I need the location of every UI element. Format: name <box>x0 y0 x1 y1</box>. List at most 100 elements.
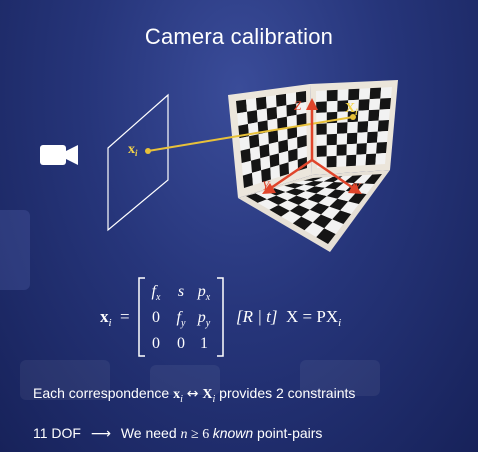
matrix-cell: py <box>197 309 211 329</box>
image-point-marker <box>145 148 151 154</box>
checker-square <box>346 132 358 145</box>
checker-square <box>303 177 323 182</box>
checker-square <box>297 146 307 160</box>
checker-square <box>287 126 298 140</box>
checker-square <box>296 124 307 138</box>
checker-square <box>316 134 327 146</box>
calibration-diagram: Z Y X xi Xi <box>40 80 398 252</box>
checker-square <box>285 188 306 196</box>
checker-square <box>318 196 338 207</box>
checker-square <box>326 189 346 199</box>
checker-square <box>348 88 360 101</box>
projection-line <box>147 116 354 152</box>
checker-square <box>326 100 338 113</box>
known-text: known <box>212 425 254 441</box>
checker-square <box>250 146 261 161</box>
checker-square <box>356 143 367 155</box>
checker-square <box>259 143 270 159</box>
checker-square <box>296 113 307 127</box>
checker-square <box>316 123 327 135</box>
checker-square <box>316 187 336 197</box>
correspondence-arrow: ↔ <box>186 386 199 402</box>
checker-square <box>312 214 333 229</box>
image-plane-icon <box>107 93 169 232</box>
checker-square <box>365 153 377 166</box>
checker-square <box>304 181 324 187</box>
axis-arrowhead <box>262 183 276 194</box>
checker-square <box>325 182 344 190</box>
matrix-bracket-left <box>138 277 145 357</box>
intrinsic-matrix: fx s px0 fy py0 0 1 <box>152 283 211 352</box>
checker-square <box>313 176 333 182</box>
checker-square <box>314 181 334 188</box>
checker-square <box>258 132 269 147</box>
world-point-marker <box>350 114 356 120</box>
checker-square <box>241 160 252 176</box>
checker-square <box>354 174 373 184</box>
dof-label: 11 DOF <box>33 425 81 441</box>
checker-square <box>379 98 391 110</box>
checker-square <box>278 150 289 165</box>
checker-square <box>288 148 298 163</box>
checker-square <box>292 216 313 231</box>
axis-arrowhead <box>306 98 318 110</box>
checker-square <box>242 172 253 188</box>
checker-square <box>316 90 327 102</box>
checker-square <box>260 155 271 171</box>
matrix-cell: 1 <box>200 335 208 352</box>
equation-lhs: xi <box>100 307 112 329</box>
checker-square <box>347 121 358 134</box>
checker-square <box>284 183 305 189</box>
checker-square <box>267 118 278 133</box>
checker-square <box>337 89 349 101</box>
equation-equals: = <box>120 307 130 326</box>
checker-square <box>332 210 352 224</box>
checker-square <box>346 143 357 156</box>
checker-square <box>278 200 299 211</box>
checker-square <box>251 158 262 173</box>
checker-square <box>296 190 317 200</box>
checker-square <box>274 185 295 192</box>
checker-square <box>281 210 302 224</box>
checker-square <box>326 133 337 146</box>
checker-square <box>301 209 322 223</box>
checker-square <box>356 132 368 144</box>
constraint-statement: Each correspondence xi ↔ Xi provides 2 c… <box>33 385 355 405</box>
checker-square <box>326 122 338 135</box>
checker-square <box>276 191 297 201</box>
checker-square <box>236 99 247 114</box>
coordinate-axes <box>267 105 357 192</box>
checker-square <box>237 111 248 126</box>
background-shape <box>20 360 110 400</box>
checker-square <box>279 162 289 177</box>
checker-square <box>257 199 279 210</box>
projection-equation: xi = fx s px0 fy py0 0 1 [R | t] X = PXi <box>100 277 341 357</box>
checker-square <box>267 195 288 206</box>
checker-square <box>277 128 288 142</box>
checker-square <box>356 183 375 194</box>
camera-icon <box>40 145 78 165</box>
checker-square <box>376 131 388 143</box>
checker-square <box>368 109 380 122</box>
equation-rt: [R | t] <box>236 307 278 326</box>
X-subscript: i <box>212 393 216 405</box>
axis-label-z: Z <box>294 98 302 113</box>
x-subscript: i <box>180 393 183 405</box>
checker-square <box>269 153 280 168</box>
checker-square <box>261 167 271 183</box>
checker-square <box>294 184 315 191</box>
checker-square <box>333 175 353 183</box>
checker-square <box>329 198 349 211</box>
checker-square <box>336 144 347 156</box>
checker-square <box>277 116 288 131</box>
checker-square <box>297 135 307 149</box>
checker-square <box>316 145 327 157</box>
constraint-suffix: provides 2 constraints <box>215 385 356 401</box>
checker-square <box>336 133 348 145</box>
matrix-bracket-right <box>217 277 224 357</box>
checker-square <box>368 98 381 111</box>
image-point-label: xi <box>128 142 138 158</box>
checker-square <box>252 170 262 186</box>
checker-square <box>305 186 326 194</box>
checker-square <box>378 109 390 121</box>
